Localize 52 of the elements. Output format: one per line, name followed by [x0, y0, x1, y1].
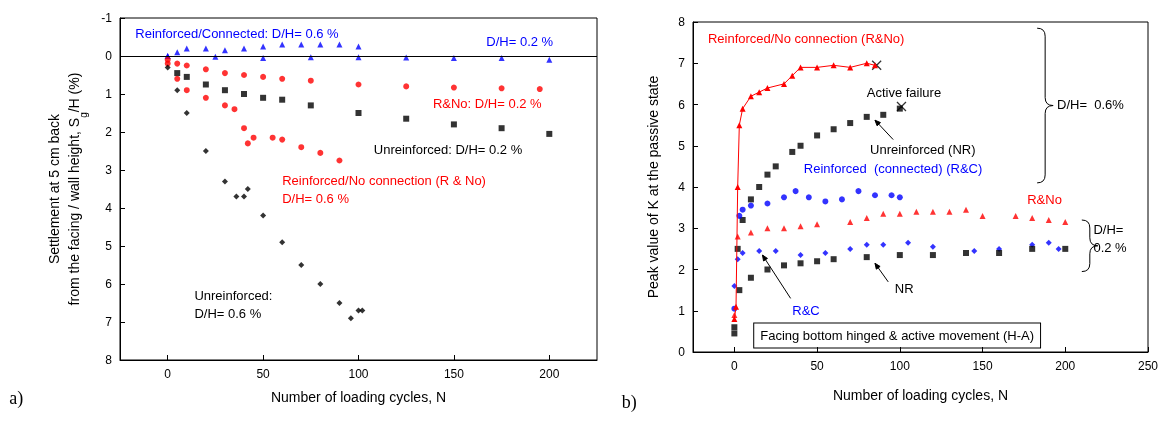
- series-label: NR: [894, 280, 914, 296]
- annotation: D/H= 0.2 %: [1093, 222, 1128, 256]
- y-tick-label: 6: [678, 97, 686, 112]
- x-tick-label: 50: [256, 367, 271, 381]
- annotation: D/H= 0.6%: [1057, 97, 1125, 112]
- y-tick-label: 4: [678, 180, 686, 194]
- y-tick-label: 1: [105, 87, 113, 101]
- x-tick-label: 150: [443, 367, 465, 381]
- series-label: Reinforced (connected) (R&C): [803, 160, 983, 176]
- y-tick-label: 5: [678, 138, 686, 153]
- series-label: Unreinforced: D/H= 0.2 %: [373, 141, 523, 157]
- y-tick-label: 8: [678, 15, 686, 29]
- x-axis-title: Number of loading cycles, N: [832, 387, 1009, 403]
- x-tick-label: 100: [348, 367, 369, 381]
- text: a): [9, 388, 24, 409]
- x-tick-label: 150: [972, 359, 993, 373]
- annotation: Active failure: [866, 84, 942, 100]
- x-tick-label: 0: [164, 367, 172, 381]
- x-axis-title: Number of loading cycles, N: [270, 389, 447, 405]
- y-tick-label: 8: [105, 353, 113, 367]
- y-tick-label: -1: [101, 11, 113, 25]
- annotation: Facing bottom hinged & active movement (H-A): [760, 328, 1035, 343]
- x-tick-label: 200: [1055, 359, 1076, 373]
- y-tick-label: 2: [678, 262, 686, 277]
- y-tick-label: 0: [105, 49, 113, 63]
- y-tick-label: 0: [678, 345, 686, 359]
- x-tick-label: 0: [731, 359, 739, 373]
- y-axis-title: Settlement at 5 cm back from the facing / wall height, Sg/H (%): [46, 72, 89, 306]
- x-tick-label: 100: [889, 359, 911, 373]
- y-tick-label: 3: [105, 163, 113, 177]
- legend-label: Unreinforced (NR): [870, 142, 976, 158]
- x-tick-label: 250: [1137, 359, 1159, 373]
- text: b): [621, 391, 637, 413]
- series-label: R&No: [1027, 191, 1062, 207]
- text: Unreinforced: D/H= 0.6 %: [194, 288, 273, 322]
- series-label: Reinforced/Connected: D/H= 0.6 %: [135, 25, 340, 41]
- y-tick-label: 2: [105, 125, 113, 139]
- y-tick-label: 3: [678, 221, 686, 236]
- x-tick-label: 50: [810, 359, 825, 373]
- text: R&C: [792, 303, 820, 319]
- x-tick-label: 200: [539, 367, 560, 381]
- y-tick-label: 7: [105, 315, 113, 329]
- y-tick-label: 7: [678, 56, 686, 71]
- y-tick-label: 6: [105, 277, 113, 291]
- y-tick-label: 4: [105, 201, 113, 215]
- text: Reinforced/No connection (R&No): [707, 31, 905, 46]
- text: Reinforced/No connection (R & No) D/H= 0.6 %: [282, 172, 486, 206]
- y-tick-label: 1: [678, 303, 686, 318]
- series-label: R&No: D/H= 0.2 %: [432, 96, 543, 111]
- y-axis-title: Peak value of K at the passive state: [645, 75, 661, 299]
- y-tick-label: 5: [105, 239, 113, 253]
- series-label: D/H= 0.2 %: [486, 34, 554, 50]
